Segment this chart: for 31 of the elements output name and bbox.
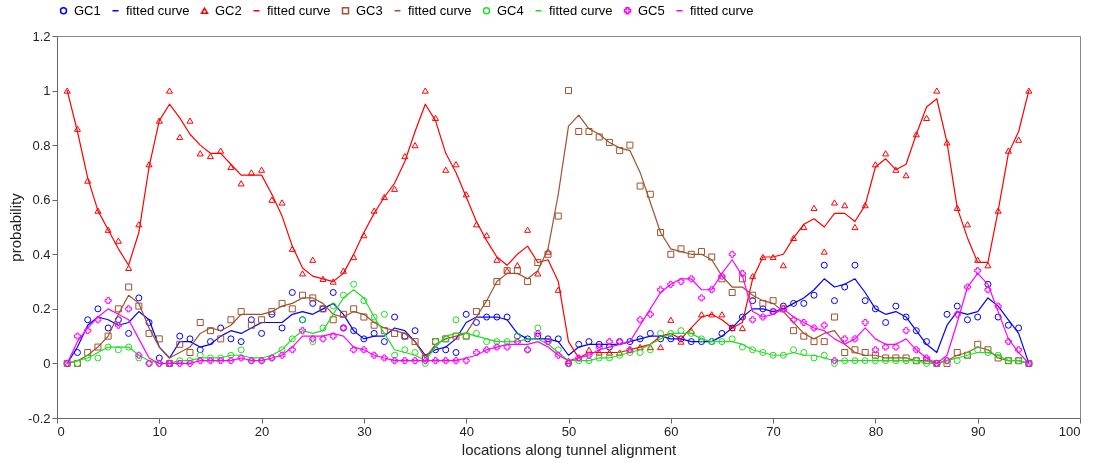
y-tick-label: 0.2 [32, 301, 51, 317]
x-tick-label: 30 [357, 423, 372, 439]
x-tick-label: 50 [561, 423, 577, 439]
legend-label: GC4 [497, 2, 524, 18]
x-tick-label: 100 [1058, 423, 1081, 439]
x-axis-title: locations along tunnel alignment [461, 440, 677, 458]
x-tick-label: 70 [766, 423, 781, 439]
legend-label: GC1 [74, 2, 101, 18]
x-tick-label: 40 [459, 423, 474, 439]
legend-label: fitted curve [408, 2, 472, 18]
legend-label: fitted curve [690, 2, 754, 18]
legend-label: fitted curve [126, 2, 190, 18]
legend-label: GC3 [356, 2, 383, 18]
y-tick-label: 0.8 [32, 137, 51, 153]
x-tick-label: 10 [152, 423, 168, 439]
x-tick-label: 20 [254, 423, 270, 439]
legend-label: GC2 [215, 2, 242, 18]
y-tick-label: 0 [43, 355, 51, 371]
y-tick-label: 0.6 [32, 192, 51, 208]
x-tick-label: 60 [664, 423, 679, 439]
legend-label: fitted curve [549, 2, 613, 18]
y-tick-label: -0.2 [28, 410, 51, 426]
y-tick-label: 0.4 [32, 246, 51, 262]
y-tick-label: 1 [43, 83, 51, 99]
y-tick-label: 1.2 [32, 28, 51, 44]
legend-label: fitted curve [267, 2, 331, 18]
y-axis-title: probability [7, 192, 25, 262]
x-tick-label: 0 [57, 423, 65, 439]
x-tick-label: 80 [868, 423, 884, 439]
legend-label: GC5 [638, 2, 665, 18]
x-tick-label: 90 [970, 423, 986, 439]
